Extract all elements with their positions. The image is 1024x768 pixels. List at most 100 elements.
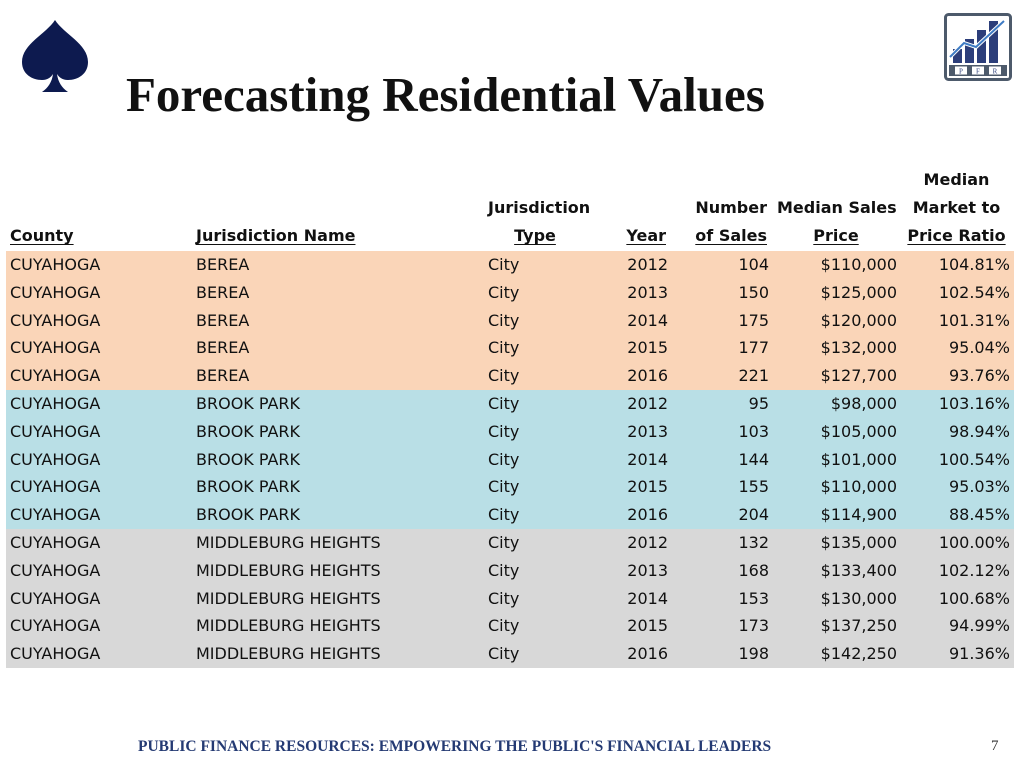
cell-jurisdiction-type: City [484, 640, 588, 668]
cell-jurisdiction-type: City [484, 389, 588, 418]
table-row: CUYAHOGA BEREA City 2015 177 $132,000 95.04% [6, 334, 1014, 363]
cell-county: CUYAHOGA [6, 501, 192, 529]
cell-number-of-sales: 95 [672, 389, 773, 418]
page-number: 7 [991, 738, 999, 754]
cell-year: 2013 [588, 556, 672, 585]
cell-jurisdiction-type: City [484, 473, 588, 502]
header-year: Year [588, 166, 672, 251]
cell-county: CUYAHOGA [6, 362, 192, 390]
cell-number-of-sales: 204 [672, 501, 773, 529]
cell-number-of-sales: 132 [672, 528, 773, 557]
cell-jurisdiction-name: BROOK PARK [192, 417, 484, 446]
table-row: CUYAHOGA MIDDLEBURG HEIGHTS City 2016 198 $14… [6, 640, 1014, 668]
cell-year: 2015 [588, 473, 672, 502]
residential-values-table: County Jurisdiction Name Jurisdiction Ty… [6, 166, 1014, 668]
cell-county: CUYAHOGA [6, 445, 192, 474]
logo-letter-f: F [976, 68, 980, 76]
table-header-row: County Jurisdiction Name Jurisdiction Ty… [6, 166, 1014, 251]
header-median-sales-price: Median Sales Price [773, 166, 901, 251]
cell-median-market-ratio: 101.31% [901, 306, 1014, 335]
cell-median-sales-price: $114,900 [773, 501, 901, 529]
cell-median-sales-price: $98,000 [773, 389, 901, 418]
cell-county: CUYAHOGA [6, 306, 192, 335]
cell-county: CUYAHOGA [6, 556, 192, 585]
cell-jurisdiction-name: BROOK PARK [192, 389, 484, 418]
cell-number-of-sales: 177 [672, 334, 773, 363]
cell-number-of-sales: 168 [672, 556, 773, 585]
footer-tagline: PUBLIC FINANCE RESOURCES: EMPOWERING THE… [138, 738, 772, 755]
table-row: CUYAHOGA BEREA City 2014 175 $120,000 101.31% [6, 306, 1014, 335]
cell-median-market-ratio: 100.54% [901, 445, 1014, 474]
table-row: CUYAHOGA BEREA City 2012 104 $110,000 104.81% [6, 251, 1014, 279]
table-row: CUYAHOGA BROOK PARK City 2015 155 $110,000 95.… [6, 473, 1014, 502]
logo-letter-r: R [993, 68, 998, 76]
cell-median-sales-price: $125,000 [773, 278, 901, 307]
cell-year: 2014 [588, 306, 672, 335]
cell-year: 2016 [588, 362, 672, 390]
cell-median-sales-price: $130,000 [773, 584, 901, 613]
cell-year: 2012 [588, 251, 672, 279]
table-row: CUYAHOGA BROOK PARK City 2016 204 $114,900 88.… [6, 501, 1014, 529]
cell-year: 2016 [588, 640, 672, 668]
cell-jurisdiction-type: City [484, 278, 588, 307]
cell-year: 2015 [588, 612, 672, 641]
cell-median-sales-price: $105,000 [773, 417, 901, 446]
cell-number-of-sales: 221 [672, 362, 773, 390]
cell-median-market-ratio: 103.16% [901, 389, 1014, 418]
cell-jurisdiction-name: MIDDLEBURG HEIGHTS [192, 584, 484, 613]
table-row: CUYAHOGA BEREA City 2013 150 $125,000 102.54% [6, 278, 1014, 307]
cell-county: CUYAHOGA [6, 612, 192, 641]
cell-number-of-sales: 175 [672, 306, 773, 335]
cell-median-market-ratio: 100.00% [901, 528, 1014, 557]
cell-number-of-sales: 153 [672, 584, 773, 613]
cell-number-of-sales: 198 [672, 640, 773, 668]
cell-number-of-sales: 103 [672, 417, 773, 446]
cell-median-sales-price: $142,250 [773, 640, 901, 668]
cell-median-market-ratio: 95.03% [901, 473, 1014, 502]
cell-jurisdiction-name: BEREA [192, 278, 484, 307]
spade-icon [22, 20, 88, 92]
cell-number-of-sales: 104 [672, 251, 773, 279]
header-jurisdiction-name: Jurisdiction Name [192, 166, 484, 251]
cell-year: 2015 [588, 334, 672, 363]
cell-number-of-sales: 155 [672, 473, 773, 502]
table-row: CUYAHOGA MIDDLEBURG HEIGHTS City 2012 132 $13… [6, 528, 1014, 557]
cell-county: CUYAHOGA [6, 584, 192, 613]
cell-jurisdiction-type: City [484, 528, 588, 557]
logo-letter-p: P [959, 68, 963, 76]
cell-jurisdiction-type: City [484, 501, 588, 529]
cell-year: 2016 [588, 501, 672, 529]
cell-median-market-ratio: 94.99% [901, 612, 1014, 641]
cell-median-market-ratio: 102.12% [901, 556, 1014, 585]
cell-median-sales-price: $135,000 [773, 528, 901, 557]
cell-median-market-ratio: 104.81% [901, 251, 1014, 279]
table-row: CUYAHOGA BROOK PARK City 2014 144 $101,000 100… [6, 445, 1014, 474]
cell-county: CUYAHOGA [6, 334, 192, 363]
cell-jurisdiction-name: BEREA [192, 334, 484, 363]
cell-county: CUYAHOGA [6, 528, 192, 557]
cell-year: 2014 [588, 445, 672, 474]
table-row: CUYAHOGA BROOK PARK City 2012 95 $98,000 103.1… [6, 389, 1014, 418]
cell-year: 2014 [588, 584, 672, 613]
cell-number-of-sales: 150 [672, 278, 773, 307]
cell-jurisdiction-name: BROOK PARK [192, 445, 484, 474]
cell-median-market-ratio: 93.76% [901, 362, 1014, 390]
cell-jurisdiction-type: City [484, 334, 588, 363]
cell-jurisdiction-type: City [484, 556, 588, 585]
cell-county: CUYAHOGA [6, 640, 192, 668]
cell-jurisdiction-type: City [484, 445, 588, 474]
cell-jurisdiction-name: MIDDLEBURG HEIGHTS [192, 528, 484, 557]
cell-number-of-sales: 144 [672, 445, 773, 474]
table-row: CUYAHOGA BROOK PARK City 2013 103 $105,000 98.… [6, 417, 1014, 446]
slide-title: Forecasting Residential Values [126, 67, 765, 122]
cell-median-sales-price: $133,400 [773, 556, 901, 585]
cell-jurisdiction-name: BEREA [192, 251, 484, 279]
cell-county: CUYAHOGA [6, 473, 192, 502]
cell-median-market-ratio: 95.04% [901, 334, 1014, 363]
cell-year: 2013 [588, 417, 672, 446]
cell-median-market-ratio: 100.68% [901, 584, 1014, 613]
cell-county: CUYAHOGA [6, 389, 192, 418]
cell-jurisdiction-name: MIDDLEBURG HEIGHTS [192, 612, 484, 641]
cell-median-sales-price: $127,700 [773, 362, 901, 390]
cell-jurisdiction-name: BEREA [192, 362, 484, 390]
